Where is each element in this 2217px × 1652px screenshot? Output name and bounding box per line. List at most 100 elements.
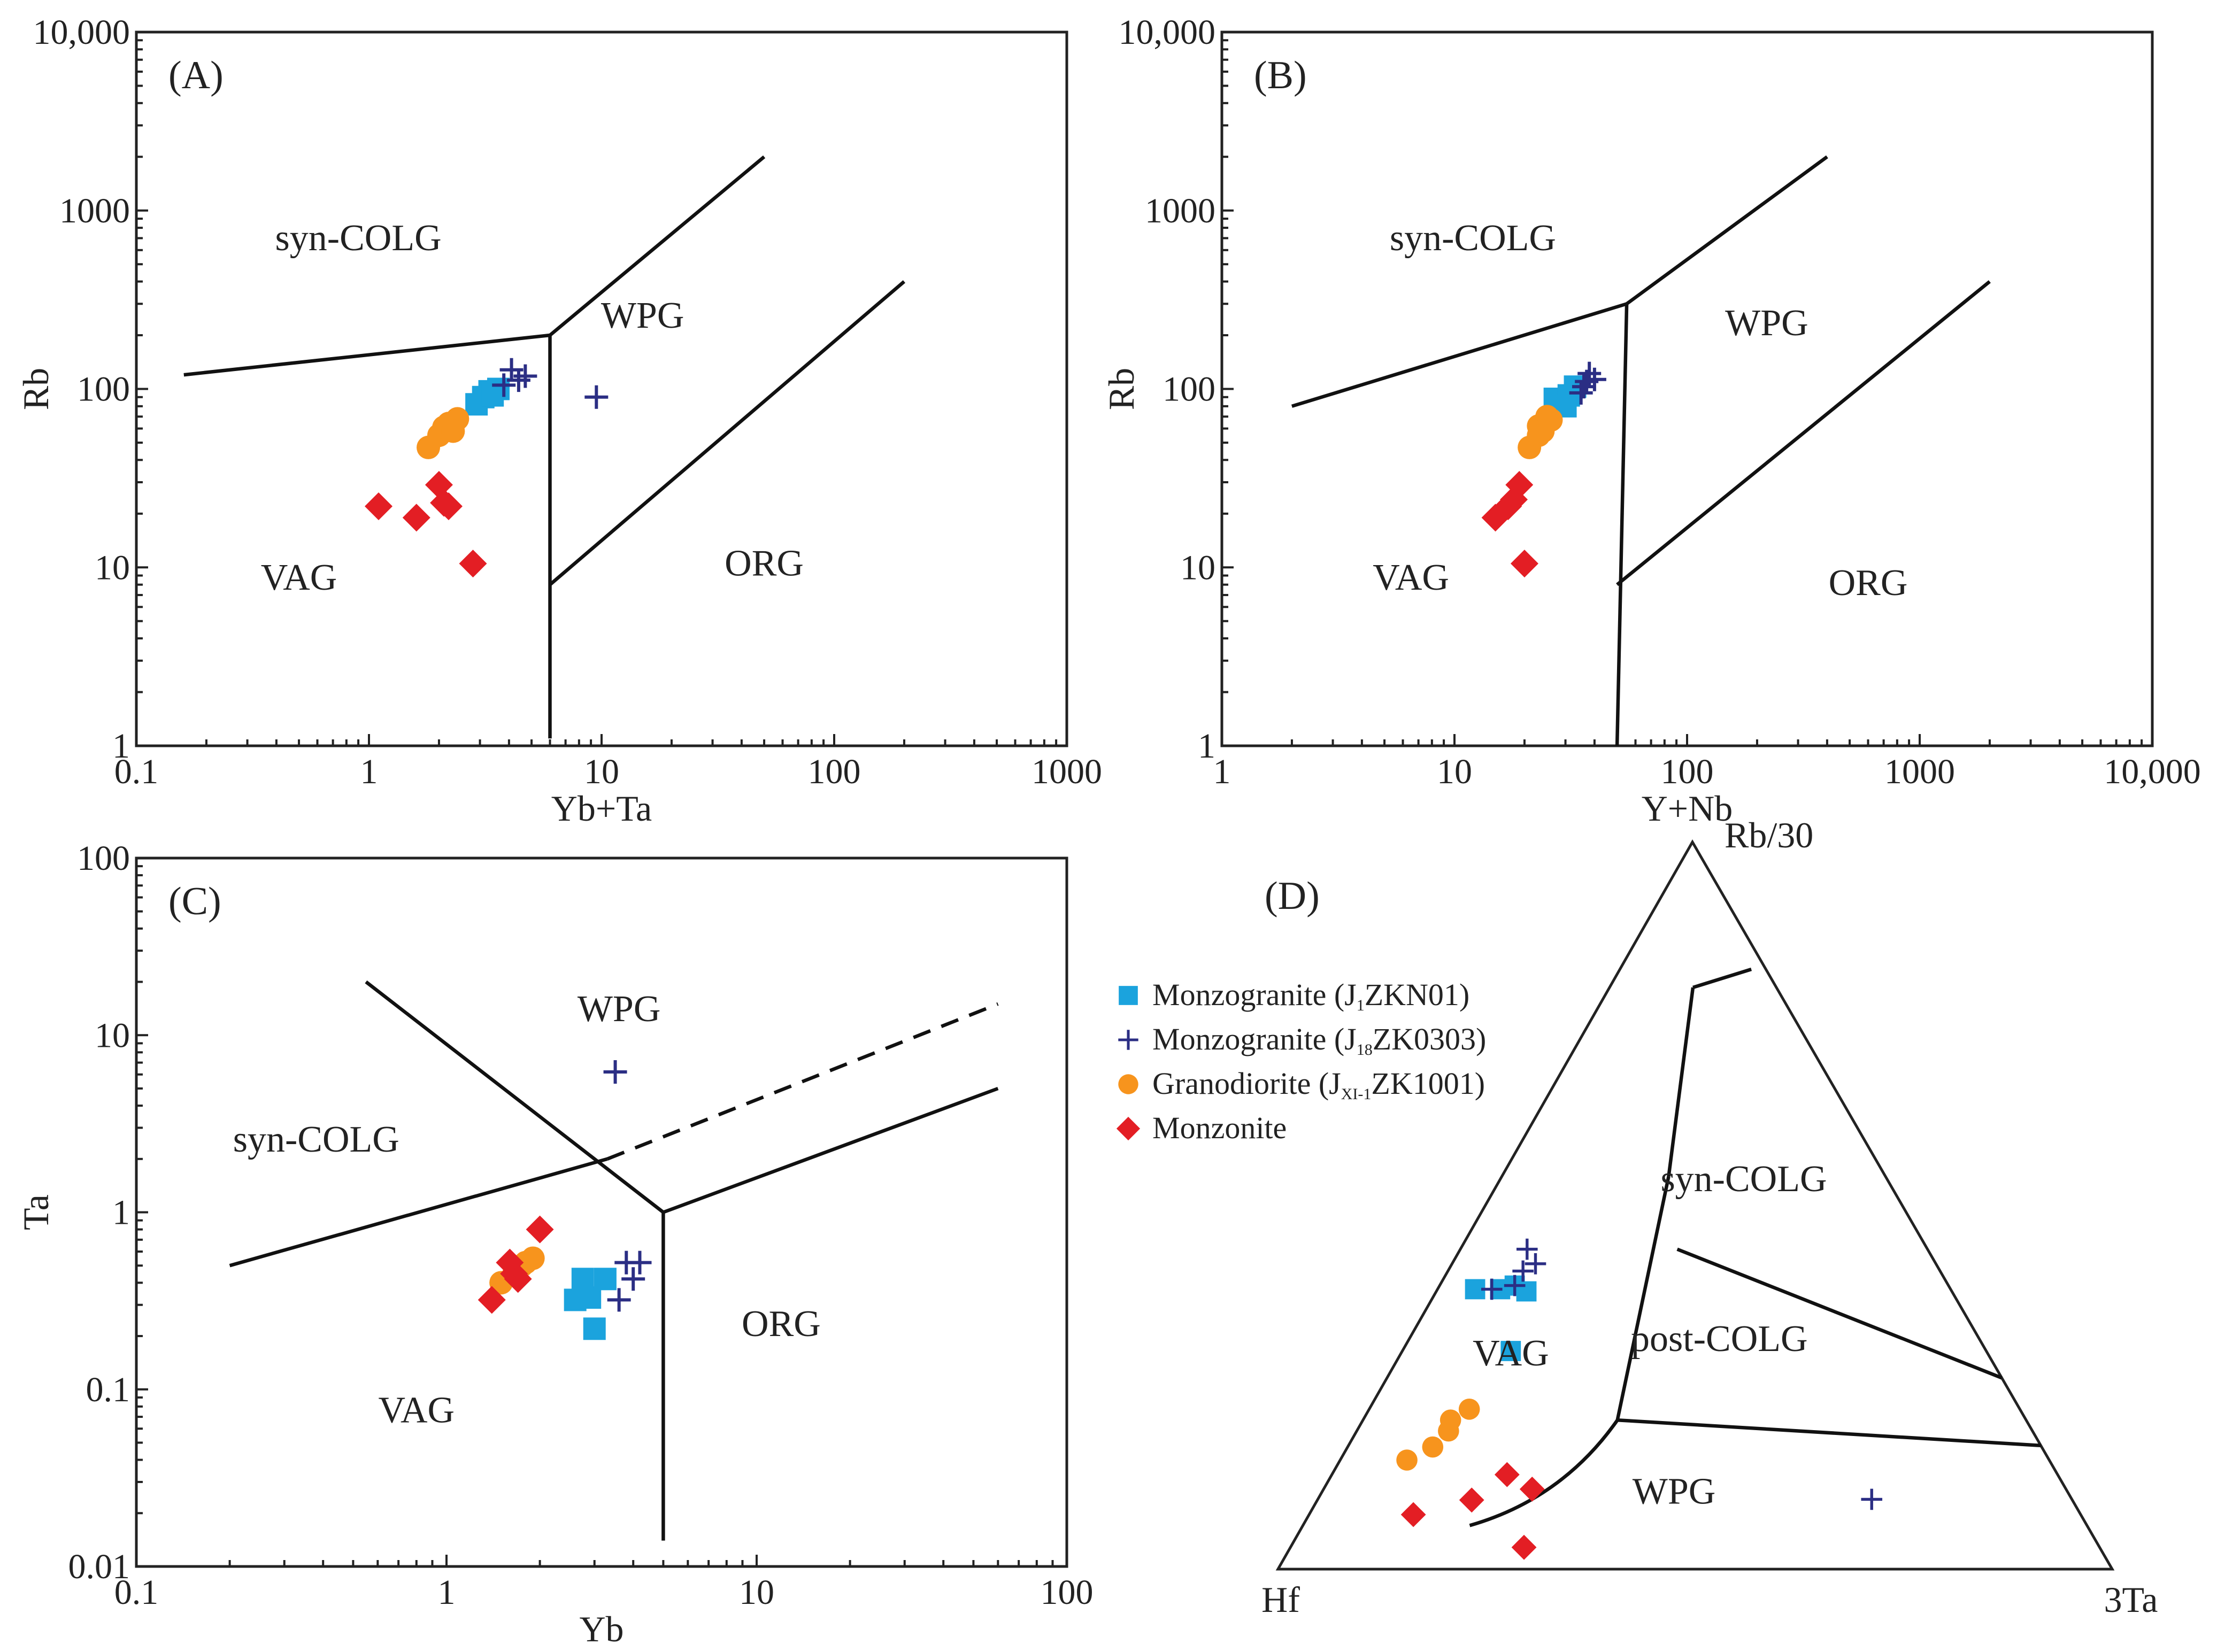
panel-d-point-granodiorite [1422, 1436, 1444, 1458]
panel-c-y-axis-label: Ta [16, 1194, 56, 1230]
panel-a-y-tick-label: 100 [77, 370, 130, 409]
panel-b-point-monzonite [1510, 550, 1538, 578]
panel-c-boundary-line [663, 1086, 999, 1214]
panel-b-y-tick-label: 10 [1180, 548, 1215, 587]
panel-d-region-label: syn-COLG [1660, 1159, 1827, 1200]
panel-c-x-tick-label: 100 [1041, 1573, 1094, 1612]
panel-c-plot-frame [135, 856, 1068, 1568]
legend-label-suffix: ZK0303) [1373, 1022, 1487, 1056]
panel-b-y-axis-label: Rb [1101, 368, 1142, 410]
panel-c-x-tick-label: 0.1 [114, 1573, 159, 1612]
panel-a-point-monzogranite-j1 [481, 384, 504, 407]
panel-d-point-monzonite [1511, 1534, 1537, 1560]
panel-d-boundary-line [1692, 967, 1752, 990]
panel-d-region-label: post-COLG [1631, 1318, 1808, 1360]
panel-d-point-monzonite [1494, 1462, 1520, 1487]
panel-c-boundary-line [365, 980, 665, 1214]
panel-a-x-tick-label: 0.1 [114, 752, 159, 791]
panel-a-region-label: ORG [725, 543, 804, 584]
panel-b-y-tick-label: 1000 [1145, 191, 1215, 230]
legend-marker-square [1119, 986, 1138, 1005]
panel-c-region-label: syn-COLG [233, 1119, 399, 1160]
panel-d-apex-label-left: Hf [1261, 1579, 1300, 1620]
panel-d-point-monzonite [1519, 1477, 1545, 1502]
panel-d-label: (D) [1265, 874, 1320, 918]
panel-b-x-tick-label: 10,000 [2104, 752, 2201, 791]
panel-a-point-monzogranite-j18 [513, 364, 537, 388]
legend-label-subscript: XI-1 [1341, 1085, 1372, 1103]
panel-c-label: (C) [168, 879, 221, 923]
legend-entry-monzogranite-j18: Monzogranite (J18ZK0303) [1118, 1022, 1486, 1059]
panel-b-plot-frame [1220, 30, 2154, 747]
panel-b-boundary-line [1291, 302, 1628, 408]
panel-a-point-granodiorite [441, 419, 465, 443]
panel-b-boundary-line [1616, 280, 1991, 586]
panel-a-point-monzonite [459, 550, 487, 578]
panel-b-point-monzogranite-j18 [1572, 375, 1596, 399]
panel-b-x-tick-label: 100 [1661, 752, 1714, 791]
legend-entry-granodiorite: Granodiorite (JXI-1ZK1001) [1118, 1066, 1485, 1103]
panel-d-apex-label-top: Rb/30 [1725, 815, 1813, 855]
legend-label-subscript: 1 [1357, 997, 1365, 1014]
panel-a-x-tick-label: 1000 [1031, 752, 1102, 791]
panel-a-point-monzonite [434, 492, 463, 520]
panel-a-boundary-line [183, 333, 550, 377]
panel-d-point-monzogranite-j18 [1517, 1238, 1538, 1260]
panel-a-boundary-line [549, 155, 766, 337]
panel-a-y-tick-label: 1 [112, 727, 130, 766]
panel-d-point-monzogranite-j18 [1481, 1278, 1503, 1300]
panel-a-region-label: syn-COLG [275, 218, 442, 259]
panel-c-region-label: ORG [742, 1303, 821, 1345]
panel-a-point-monzonite [365, 492, 393, 520]
panel-d-triangle-frame [1275, 839, 2115, 1571]
legend-label: Granodiorite (JXI-1ZK1001) [1152, 1066, 1485, 1103]
panel-b-boundary-line [1626, 155, 1828, 305]
panel-b-region-label: ORG [1829, 562, 1908, 604]
panel-b-point-monzogranite-j18 [1577, 361, 1602, 385]
legend-marker-circle [1118, 1074, 1138, 1094]
legend-entry-monzogranite-j1: Monzogranite (J1ZKN01) [1119, 977, 1469, 1014]
panel-b-label: (B) [1254, 53, 1307, 97]
panel-d-point-granodiorite [1396, 1449, 1418, 1471]
panel-d-region-label: VAG [1473, 1333, 1549, 1374]
panel-c-x-tick-label: 1 [438, 1573, 456, 1612]
panel-a-region-label: VAG [261, 557, 337, 598]
legend-label-prefix: Granodiorite (J [1152, 1066, 1341, 1101]
panel-c-y-tick-label: 0.01 [68, 1547, 130, 1586]
legend-label-prefix: Monzonite [1152, 1110, 1287, 1145]
panel-a-x-tick-label: 1 [360, 752, 378, 791]
legend-label-suffix: ZKN01) [1365, 977, 1470, 1012]
panel-c-point-monzogranite-j1 [594, 1268, 617, 1291]
panel-d-point-monzonite [1400, 1502, 1426, 1527]
panel-d-point-monzonite [1459, 1487, 1484, 1513]
panel-a-x-axis-label: Yb+Ta [551, 788, 652, 829]
panel-d-point-granodiorite [1439, 1409, 1461, 1431]
panel-a-point-monzogranite-j18 [584, 385, 609, 409]
panel-d-region-label: WPG [1633, 1471, 1716, 1512]
panel-d-point-monzogranite-j18 [1525, 1253, 1546, 1275]
panel-c-region-label: WPG [578, 989, 661, 1030]
panel-d-boundary-line [1667, 987, 1695, 1177]
panel-d-point-monzogranite-j18 [1504, 1275, 1526, 1296]
panel-c-y-tick-label: 10 [95, 1016, 130, 1055]
panel-d-point-monzogranite-j18 [1512, 1260, 1534, 1282]
legend-entry-monzonite: Monzonite [1116, 1110, 1287, 1145]
legend-label-prefix: Monzogranite (J [1152, 977, 1357, 1012]
panel-d-point-monzogranite-j1 [1500, 1341, 1521, 1361]
panel-a-y-tick-label: 1000 [59, 191, 130, 230]
panel-c-y-tick-label: 1 [112, 1193, 130, 1232]
panel-a-x-tick-label: 10 [584, 752, 619, 791]
panel-d-apex-label-right: 3Ta [2104, 1579, 2158, 1620]
panel-b-boundary-line [1615, 304, 1629, 746]
legend-label: Monzonite [1152, 1110, 1287, 1145]
panel-a-y-tick-label: 10 [95, 548, 130, 587]
panel-b-point-monzonite [1505, 470, 1534, 499]
legend-marker-plus [1118, 1030, 1138, 1050]
panel-b-point-granodiorite [1531, 419, 1555, 443]
panel-d-boundary-line [1469, 1419, 1619, 1527]
panel-c-x-tick-label: 10 [739, 1573, 774, 1612]
panel-b-x-axis-label: Y+Nb [1642, 788, 1733, 829]
legend-label-subscript: 18 [1357, 1041, 1373, 1059]
legend-label-prefix: Monzogranite (J [1152, 1022, 1357, 1056]
panel-d-point-granodiorite [1458, 1399, 1480, 1420]
